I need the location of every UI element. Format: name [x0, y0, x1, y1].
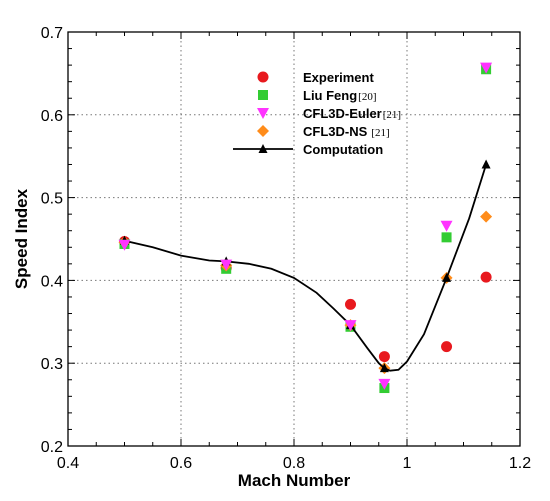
legend-item: CFL3D-NS [21]: [257, 124, 390, 139]
x-tick-label: 1.2: [509, 455, 531, 472]
y-tick-label: 0.6: [41, 108, 63, 125]
y-tick-label: 0.5: [41, 191, 63, 208]
data-point: [441, 232, 452, 243]
legend-label: CFL3D-Euler[21]: [303, 106, 401, 121]
legend-label: Computation: [303, 142, 383, 157]
legend-item: Computation: [233, 142, 383, 157]
axis-ticks: [67, 31, 521, 447]
legend-reference: [21]: [383, 109, 401, 121]
x-axis-title: Mach Number: [238, 471, 351, 490]
legend-marker: [257, 71, 269, 83]
data-point: [345, 298, 356, 310]
x-tick-label: 1: [403, 455, 412, 472]
y-tick-label: 0.4: [41, 273, 63, 290]
data-point: [378, 378, 391, 390]
legend-marker: [258, 144, 268, 153]
x-tick-label: 0.4: [57, 455, 79, 472]
y-tick-label: 0.2: [41, 439, 63, 456]
legend-marker: [257, 125, 269, 137]
legend-reference: [21]: [371, 127, 389, 139]
legend-reference: [20]: [358, 91, 376, 103]
y-axis-title: Speed Index: [12, 188, 31, 289]
tick-labels: 0.4 0.6 0.8 1 1.2 0.2 0.3 0.4 0.5 0.6 0.7: [41, 25, 531, 472]
data-point: [440, 220, 453, 232]
data-point: [480, 210, 493, 223]
data-point: [118, 239, 131, 251]
legend: Experiment Liu Feng[20] CFL3D-Euler[21] CFL…: [233, 70, 401, 157]
legend-marker: [258, 90, 268, 100]
data-point: [481, 159, 491, 169]
x-tick-label: 0.6: [170, 455, 192, 472]
series-cfl3d-euler: [118, 62, 493, 390]
data-point: [442, 272, 452, 282]
y-tick-label: 0.7: [41, 25, 63, 42]
legend-marker: [257, 108, 269, 119]
series-computation: [120, 159, 491, 373]
data-point: [379, 363, 389, 373]
data-point: [344, 320, 357, 332]
data-point: [480, 271, 492, 283]
legend-item: CFL3D-Euler[21]: [257, 106, 401, 121]
series-experiment: [119, 235, 492, 363]
y-tick-label: 0.3: [41, 356, 63, 373]
x-tick-label: 0.8: [283, 455, 305, 472]
series-layer: [118, 62, 493, 394]
data-point: [441, 341, 453, 353]
data-point: [480, 62, 493, 74]
legend-label: Liu Feng[20]: [303, 88, 377, 103]
grid-lines: [68, 32, 520, 446]
legend-label: Experiment: [303, 70, 374, 85]
computation-curve: [124, 164, 487, 372]
legend-item: Experiment: [257, 70, 374, 85]
data-point: [220, 259, 233, 271]
data-point: [378, 351, 390, 363]
series-cfl3d-ns: [118, 210, 493, 375]
legend-label: CFL3D-NS [21]: [303, 124, 390, 139]
legend-item: Liu Feng[20]: [258, 88, 377, 103]
